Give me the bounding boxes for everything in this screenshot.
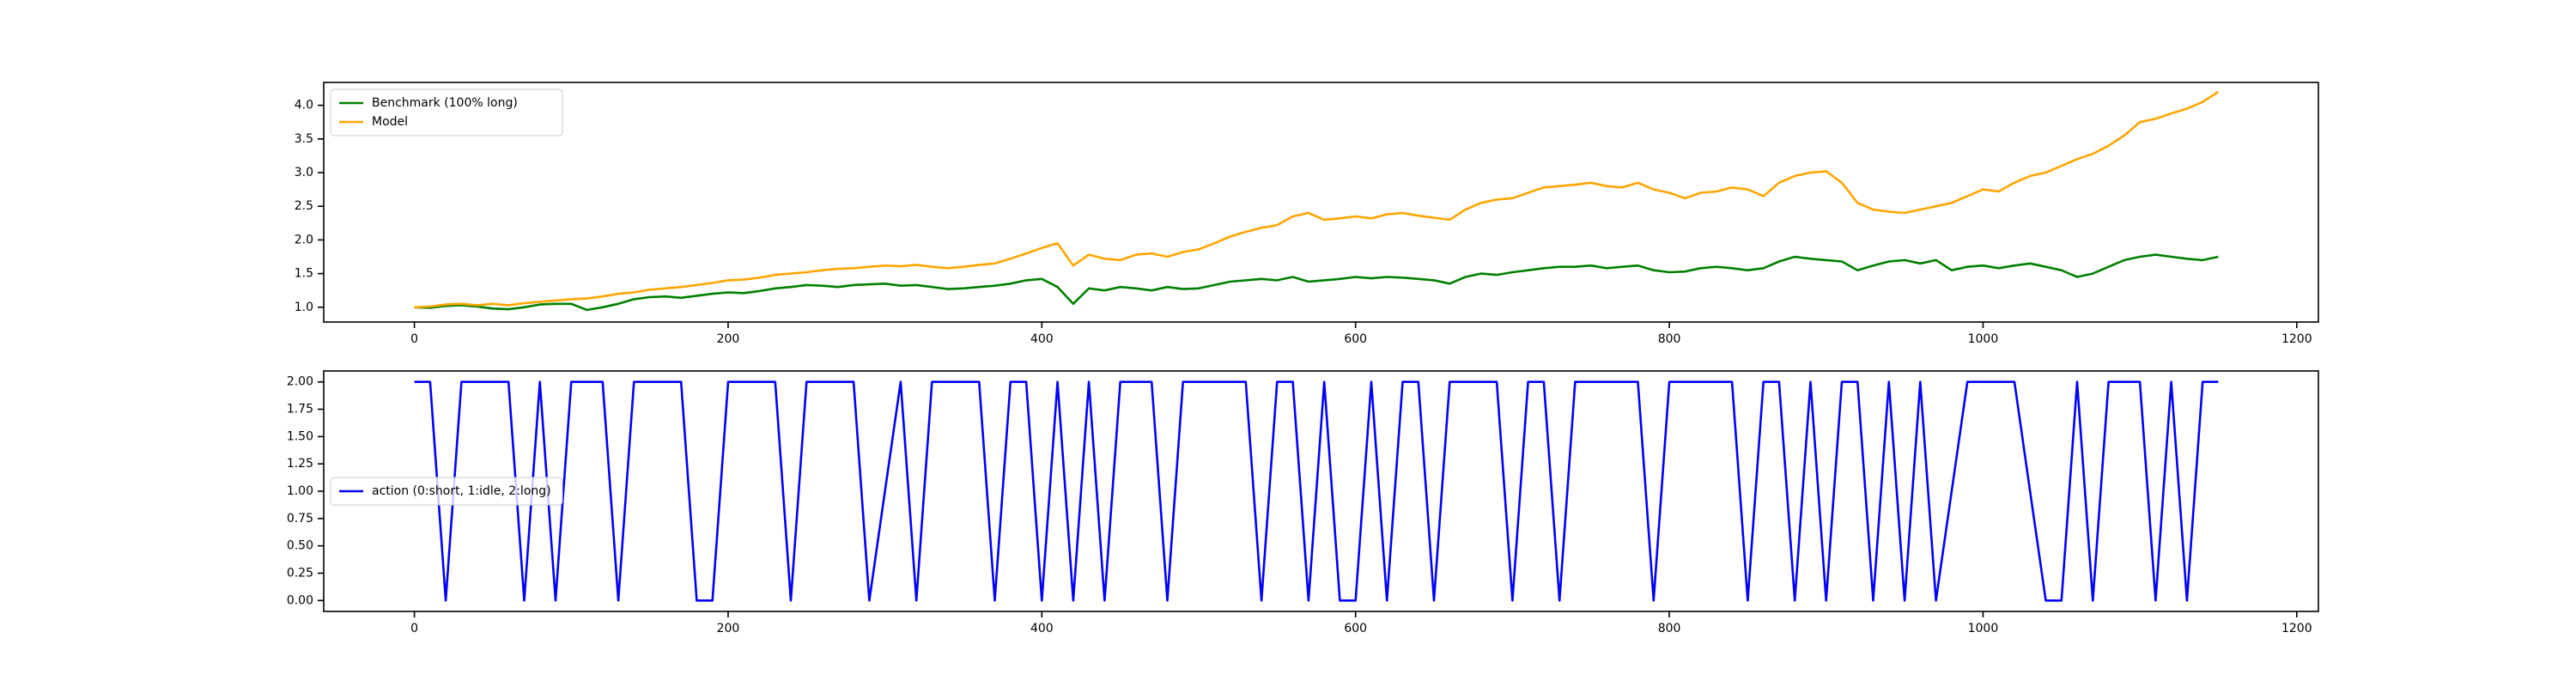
y-tick-label: 1.50 (287, 429, 313, 443)
legend: Benchmark (100% long) Model (330, 88, 563, 137)
legend-label: Benchmark (100% long) (372, 96, 518, 110)
x-tick-label: 400 (1030, 332, 1054, 346)
y-tick-label: 1.75 (287, 403, 313, 416)
x-tick-label: 400 (1030, 622, 1054, 635)
x-tick-label: 200 (717, 622, 740, 635)
y-tick-label: 1.25 (287, 457, 313, 471)
y-tick-label: 0.75 (287, 512, 313, 526)
y-tick-label: 2.00 (287, 375, 313, 389)
y-tick-label: 1.0 (295, 301, 313, 314)
x-tick-label: 0 (410, 332, 418, 346)
axes-frame (323, 82, 2319, 323)
subplot: 0 200 400 600 800 1000 1200 1.0 1.5 2.0 2.5 3.0 3.5 4… (295, 82, 2319, 346)
y-tick-label: 4.0 (295, 99, 313, 112)
x-tick-label: 1000 (1968, 332, 1999, 346)
series-line (414, 380, 2219, 602)
legend: action (0:short, 1:idle, 2:long) (330, 477, 563, 506)
y-tick-label: 0.00 (287, 593, 313, 607)
x-tick-label: 1000 (1968, 622, 1999, 635)
subplot: 0 200 400 600 800 1000 1200 0.00 0.25 0.50 0.75 1.0… (287, 370, 2319, 635)
x-tick-label: 0 (410, 622, 418, 635)
series-line (414, 253, 2219, 312)
y-tick-label: 1.5 (295, 267, 313, 281)
axes-frame (323, 370, 2319, 612)
x-tick-label: 1200 (2281, 332, 2312, 346)
legend-label: Model (372, 115, 408, 129)
legend-label: action (0:short, 1:idle, 2:long) (372, 484, 551, 498)
x-tick-label: 1200 (2281, 622, 2312, 635)
y-tick-label: 3.0 (295, 166, 313, 179)
x-tick-label: 200 (717, 332, 740, 346)
x-tick-label: 800 (1658, 332, 1681, 346)
y-tick-label: 3.5 (295, 132, 313, 146)
x-tick-label: 800 (1658, 622, 1681, 635)
y-tick-label: 0.25 (287, 566, 313, 580)
x-tick-label: 600 (1344, 332, 1367, 346)
y-tick-label: 2.0 (295, 233, 313, 246)
y-tick-label: 0.50 (287, 539, 313, 553)
y-tick-label: 2.5 (295, 199, 313, 213)
legend-box (330, 88, 563, 137)
y-tick-label: 1.00 (287, 484, 313, 498)
legend-box (330, 477, 563, 506)
series-line (414, 90, 2220, 309)
x-tick-label: 600 (1344, 622, 1367, 635)
